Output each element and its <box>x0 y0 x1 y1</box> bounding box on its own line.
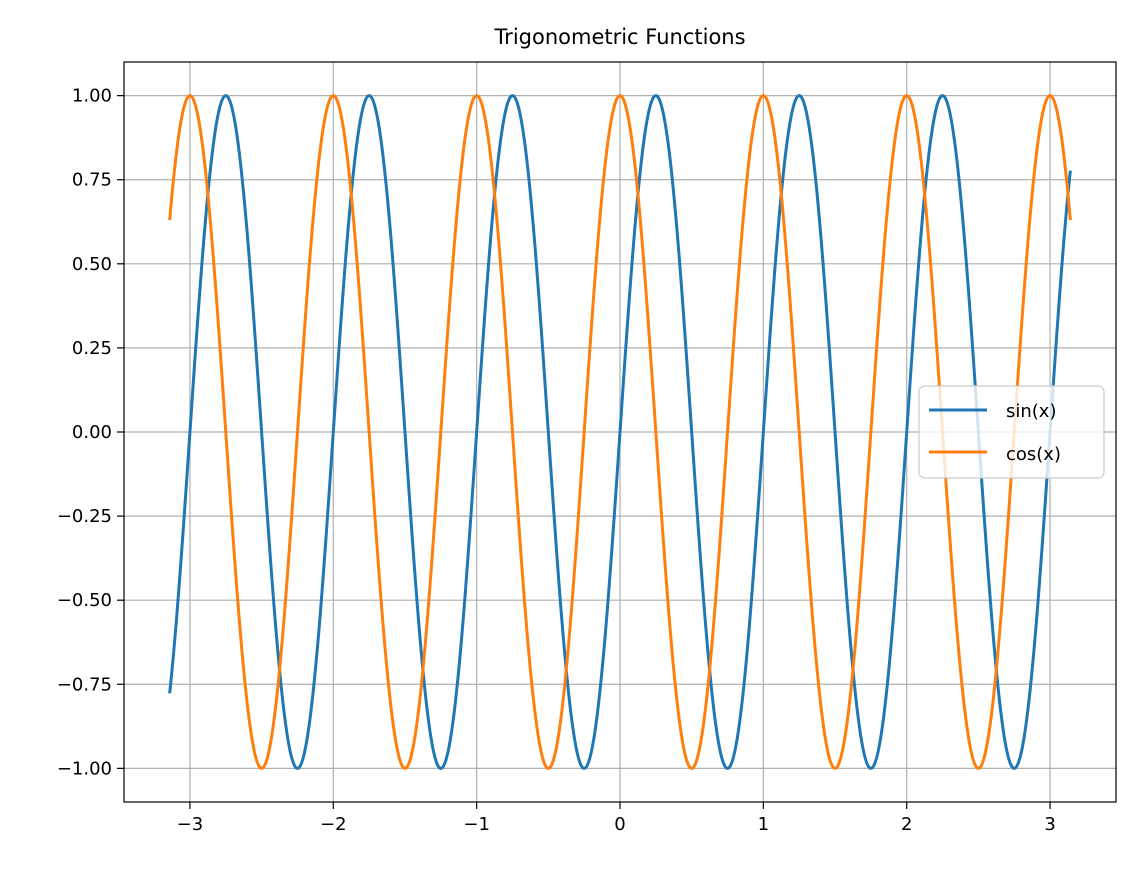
x-tick-label: 0 <box>614 814 625 835</box>
y-tick-label: 0.75 <box>72 170 112 191</box>
x-tick-label: −2 <box>320 814 347 835</box>
grid <box>124 62 1116 802</box>
series-line-sin <box>168 94 1072 770</box>
x-axis: −3 −2 −1 0 1 2 3 <box>177 802 1056 835</box>
series-layer <box>168 94 1072 770</box>
legend-label-cos: cos(x) <box>1006 444 1061 465</box>
x-tick-label: 3 <box>1044 814 1055 835</box>
x-tick-label: −3 <box>177 814 204 835</box>
y-tick-label: −0.25 <box>57 506 112 527</box>
y-tick-label: 1.00 <box>72 86 112 107</box>
y-axis: 1.00 0.75 0.50 0.25 0.00 −0.25 −0.50 −0.75 −1.00 <box>57 86 124 779</box>
chart-title: Trigonometric Functions <box>493 25 745 49</box>
y-tick-label: −0.75 <box>57 674 112 695</box>
y-tick-label: −0.50 <box>57 590 112 611</box>
y-tick-label: −1.00 <box>57 758 112 779</box>
x-tick-label: 1 <box>758 814 769 835</box>
y-tick-label: 0.25 <box>72 338 112 359</box>
y-tick-label: 0.50 <box>72 254 112 275</box>
x-tick-label: −1 <box>463 814 490 835</box>
y-tick-label: 0.00 <box>72 422 112 443</box>
series-line-cos <box>168 94 1072 770</box>
legend: sin(x) cos(x) <box>918 385 1105 479</box>
legend-label-sin: sin(x) <box>1006 401 1056 422</box>
x-tick-label: 2 <box>901 814 912 835</box>
